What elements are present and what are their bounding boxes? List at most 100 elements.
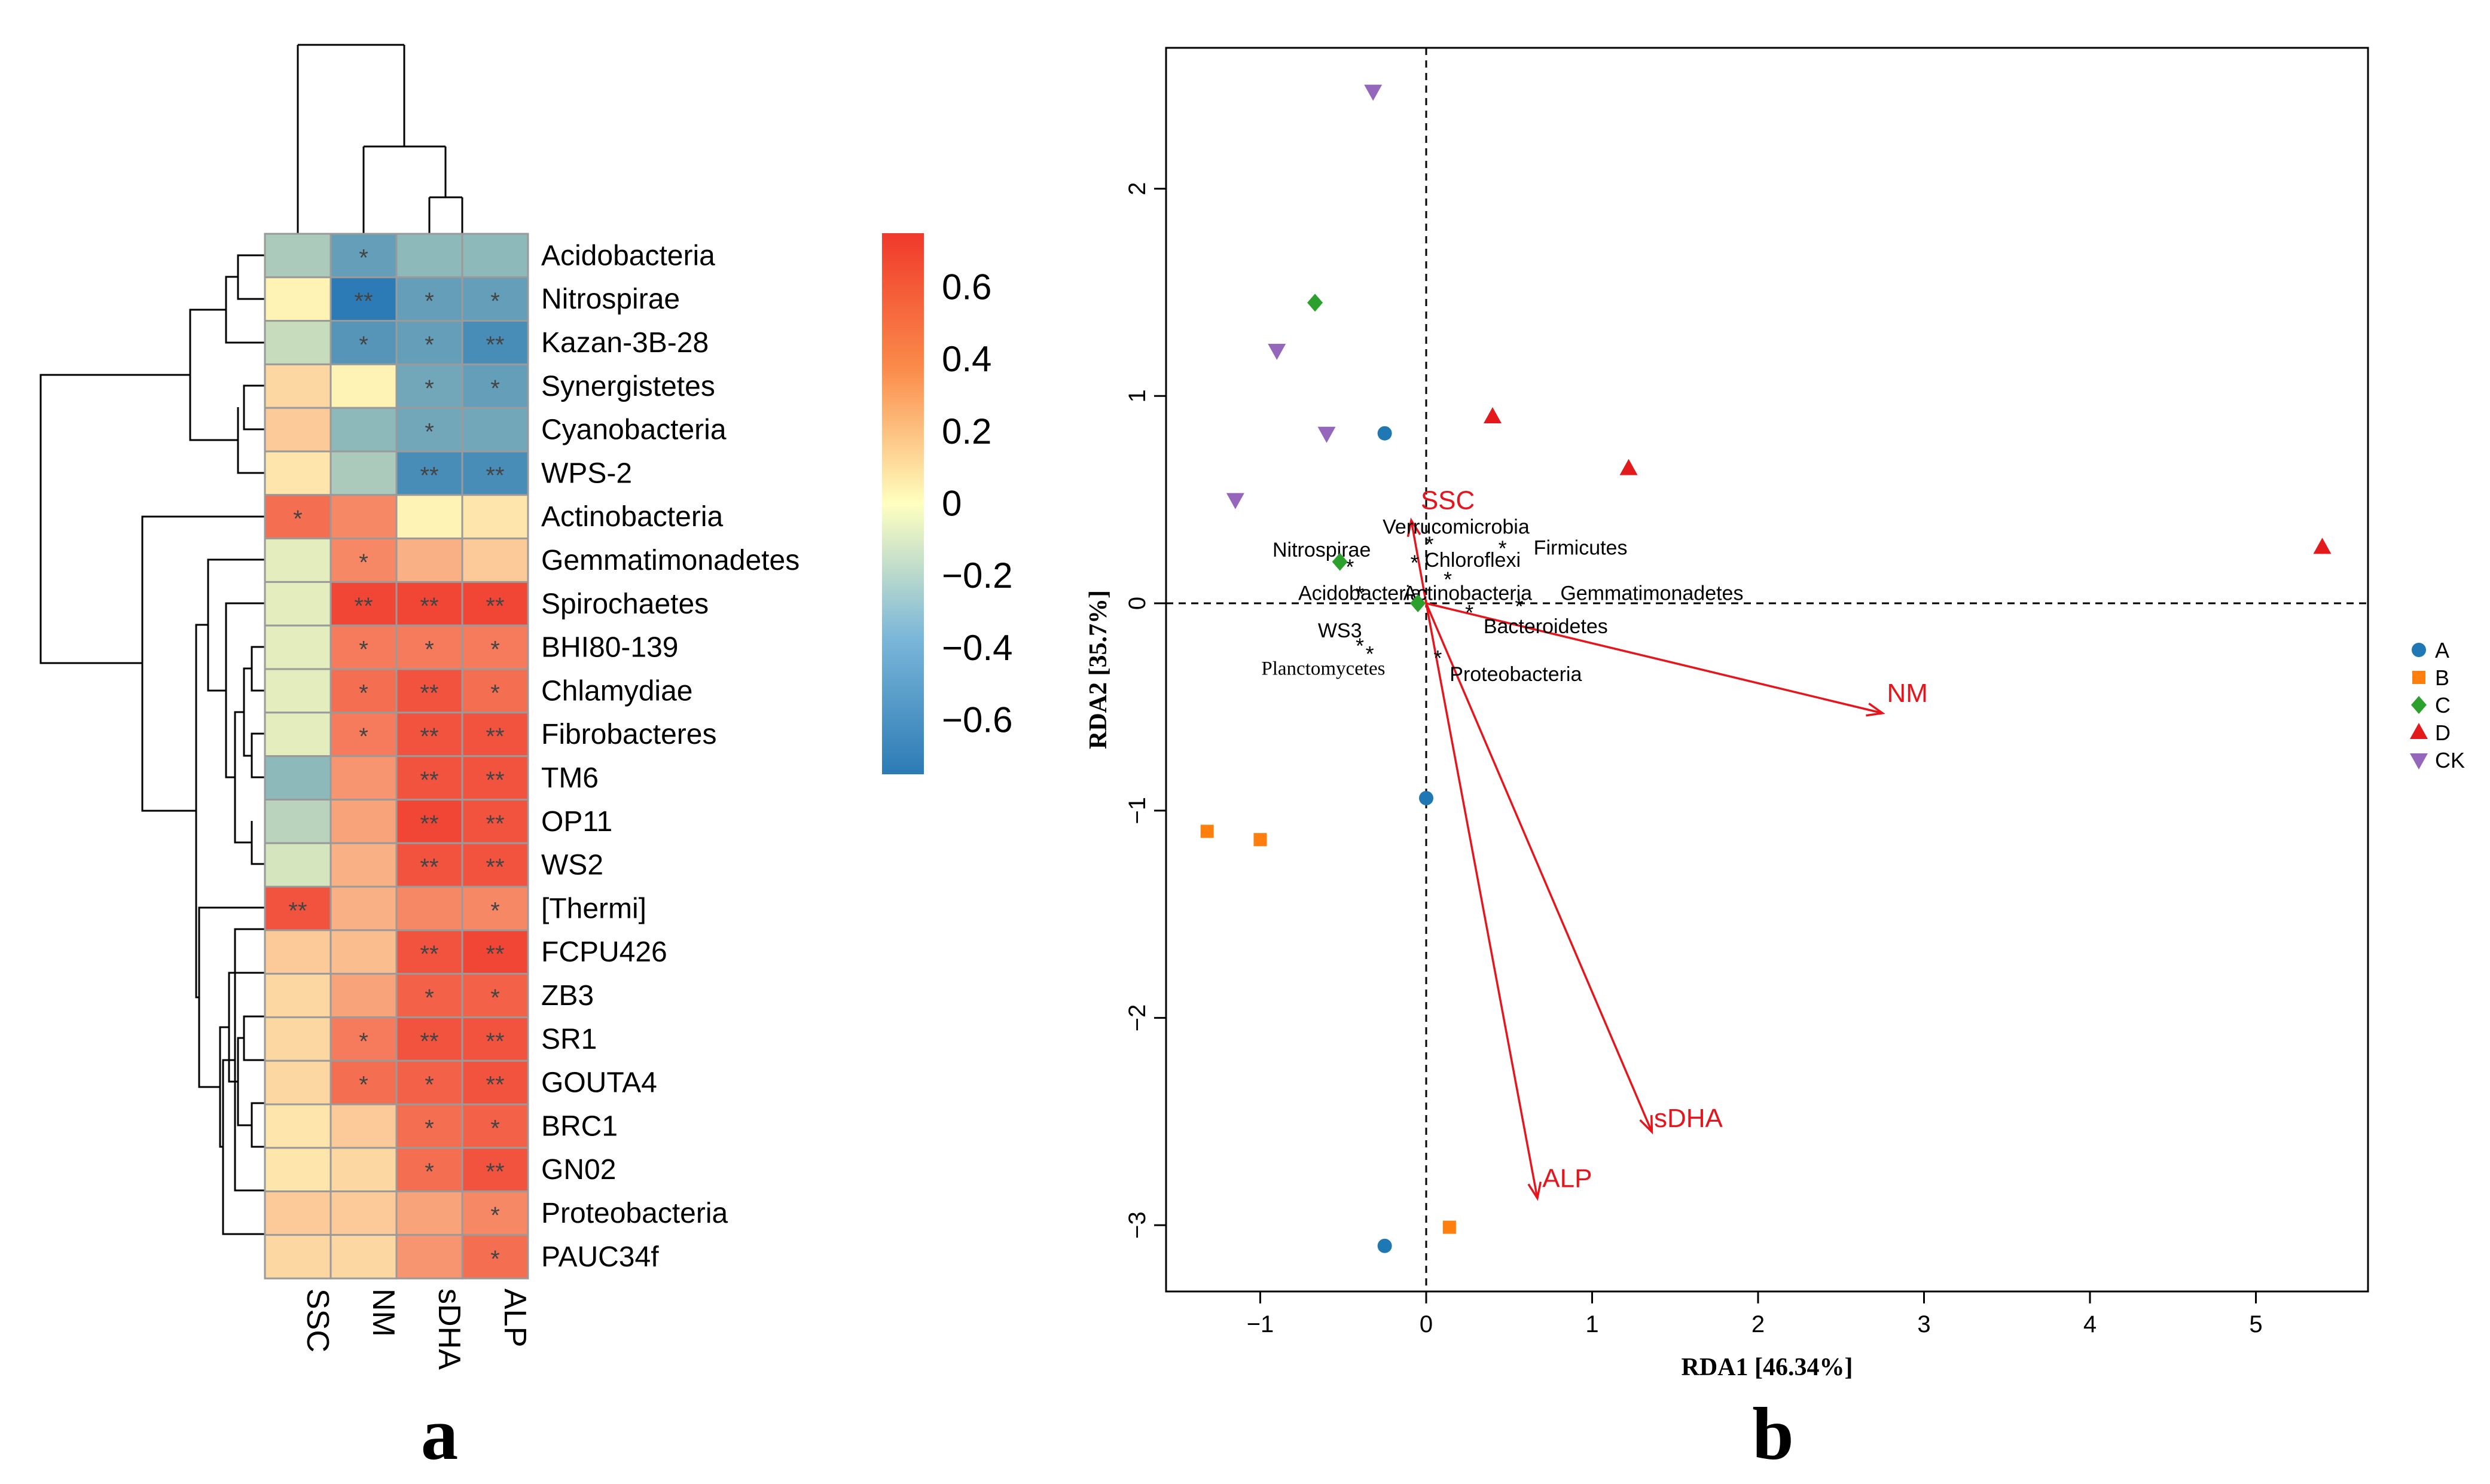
row-label: GOUTA4 <box>541 1067 657 1099</box>
phylum-label: Actinobacteria <box>1403 582 1533 605</box>
phylum-point: * <box>1515 594 1523 618</box>
significance-mark: * <box>359 1072 368 1098</box>
heatmap-cell <box>329 624 398 670</box>
significance-mark: ** <box>420 941 438 967</box>
colorbar-tick-label: 0.2 <box>942 411 991 451</box>
heatmap-cells: *** * ** * *** **** ****** ** *** * ** ** ** ** **** **… <box>264 233 529 1280</box>
significance-mark: * <box>425 1159 434 1185</box>
significance-mark: * <box>425 419 434 445</box>
rda-arrows: SSC NM sDHA ALP <box>1406 486 1928 1201</box>
arrow-label: NM <box>1887 679 1928 708</box>
heatmap-cell <box>461 233 529 279</box>
arrow-label: ALP <box>1542 1164 1592 1193</box>
heatmap-cell <box>461 842 529 888</box>
heatmap-cell <box>461 798 529 844</box>
significance-mark: ** <box>354 593 373 619</box>
colorbar-ticks: 0.6 0.4 0.2 0 −0.2 −0.4 −0.6 <box>942 267 1012 740</box>
significance-mark: * <box>490 1115 500 1141</box>
y-axis-title: RDA2 [35.7%] <box>1085 590 1112 749</box>
heatmap-cell <box>461 755 529 801</box>
heatmap-cell <box>264 842 332 888</box>
significance-mark: * <box>359 723 368 750</box>
significance-mark: ** <box>486 1028 504 1055</box>
phylum-label: Gemmatimonadetes <box>1560 582 1743 605</box>
significance-mark: * <box>490 1202 500 1229</box>
significance-mark: ** <box>420 811 438 837</box>
significance-mark: ** <box>486 332 504 358</box>
row-label: Gemmatimonadetes <box>541 545 800 576</box>
heatmap-cell <box>395 1233 463 1280</box>
heatmap-cell <box>461 929 529 975</box>
heatmap-cell <box>329 668 398 714</box>
significance-mark: * <box>490 637 500 663</box>
sample-point <box>1377 426 1392 441</box>
rda-phyla: *Verrucomicrobia* Firmicutes* Chloroflexi*… <box>1261 516 1743 686</box>
heatmap-cell <box>264 1103 332 1149</box>
heatmap-cell <box>264 1147 332 1193</box>
heatmap-cell <box>329 842 398 888</box>
significance-mark: ** <box>420 680 438 706</box>
biplot-arrow <box>1425 603 1653 1132</box>
phylum-point: * <box>1444 567 1452 591</box>
rda-reference-lines <box>1166 48 2368 1291</box>
x-tick-label: 0 <box>1420 1311 1433 1338</box>
heatmap-cell <box>329 1233 398 1280</box>
row-label: Proteobacteria <box>541 1198 728 1229</box>
row-label: BRC1 <box>541 1110 618 1142</box>
heatmap-cell <box>264 363 332 409</box>
heatmap-cell <box>264 712 332 758</box>
column-label: SSC <box>300 1288 335 1352</box>
sample-point <box>1619 459 1638 475</box>
heatmap-cell <box>461 885 529 932</box>
column-label: sDHA <box>432 1288 466 1370</box>
significance-mark: ** <box>486 462 504 488</box>
legend-label: CK <box>2435 748 2465 772</box>
significance-mark: ** <box>486 854 504 881</box>
row-label: OP11 <box>541 806 612 838</box>
heatmap-cell <box>395 581 463 627</box>
significance-mark: ** <box>486 593 504 619</box>
heatmap-cell <box>461 407 529 453</box>
arrow-head <box>1866 703 1885 717</box>
row-label: Acidobacteria <box>541 240 715 271</box>
row-label: WS2 <box>541 850 603 881</box>
row-label: Cyanobacteria <box>541 414 727 446</box>
heatmap-cell <box>329 494 398 540</box>
significance-mark: * <box>425 288 434 314</box>
significance-mark: * <box>425 985 434 1011</box>
heatmap-cell <box>329 363 398 409</box>
colorbar <box>882 233 924 774</box>
significance-mark: * <box>490 1246 500 1272</box>
significance-mark: * <box>359 1028 368 1055</box>
colorbar-tick-label: 0.6 <box>942 267 991 307</box>
heatmap-cell <box>461 450 529 496</box>
phylum-label: Firmicutes <box>1534 536 1628 559</box>
heatmap-cell <box>264 668 332 714</box>
heatmap-cell <box>329 885 398 932</box>
heatmap-cell <box>461 363 529 409</box>
phylum-label: Bacteroidetes <box>1484 615 1608 638</box>
heatmap-cell <box>264 885 332 932</box>
significance-mark: * <box>490 680 500 706</box>
sample-point <box>1268 344 1286 361</box>
phylum-label: Acidobacteria <box>1298 582 1421 605</box>
heatmap-cell <box>395 1103 463 1149</box>
heatmap-cell <box>461 320 529 365</box>
colorbar-tick-label: 0.4 <box>942 339 991 379</box>
y-tick-label: 2 <box>1124 182 1151 195</box>
rda-points <box>1200 84 2332 1253</box>
sample-point <box>2313 538 2332 554</box>
sample-point <box>1484 407 1502 423</box>
heatmap-cell <box>461 973 529 1018</box>
x-axis-title: RDA1 [46.34%] <box>1682 1354 1853 1381</box>
arrow-label: sDHA <box>1654 1104 1723 1133</box>
x-tick-label: 1 <box>1585 1311 1598 1338</box>
significance-mark: ** <box>288 897 307 924</box>
column-dendrogram <box>297 44 463 236</box>
heatmap-cell <box>264 755 332 801</box>
significance-mark: * <box>425 332 434 358</box>
row-label: ZB3 <box>541 980 594 1012</box>
colorbar-tick-label: 0 <box>942 484 962 524</box>
phylum-point: * <box>1426 532 1434 556</box>
phylum-point: * <box>1499 536 1507 560</box>
